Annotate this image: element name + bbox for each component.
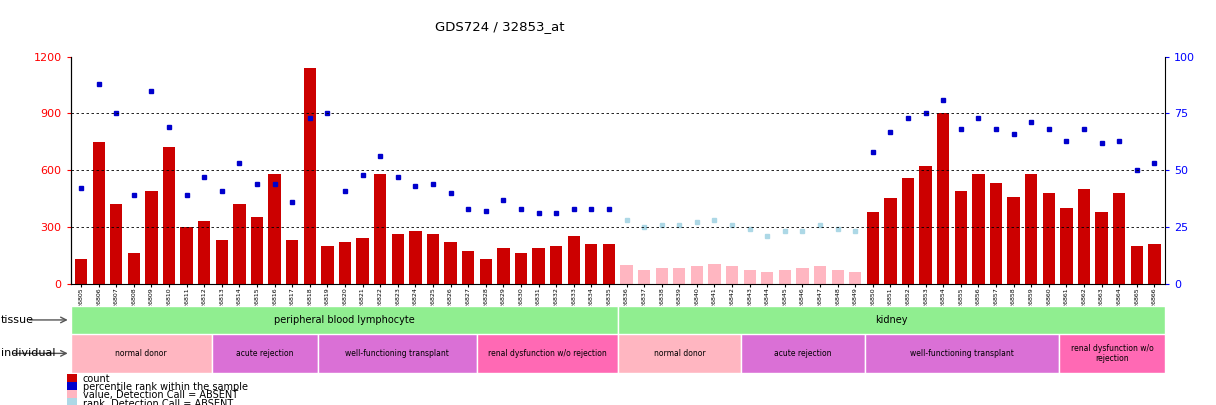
Bar xyxy=(550,246,562,284)
Bar xyxy=(71,334,212,373)
Bar xyxy=(514,253,527,284)
Bar xyxy=(849,272,861,284)
Bar xyxy=(743,270,756,283)
Bar xyxy=(180,227,193,284)
Bar xyxy=(726,266,738,284)
Bar xyxy=(638,270,651,283)
Text: count: count xyxy=(83,374,111,384)
Bar xyxy=(321,246,333,284)
Text: kidney: kidney xyxy=(876,315,907,325)
Text: well-functioning transplant: well-functioning transplant xyxy=(910,349,1014,358)
Bar xyxy=(198,221,210,284)
Bar xyxy=(585,244,597,284)
Bar xyxy=(674,269,686,283)
Text: rank, Detection Call = ABSENT: rank, Detection Call = ABSENT xyxy=(83,399,233,405)
Bar xyxy=(71,306,618,334)
Bar xyxy=(497,247,510,284)
Bar xyxy=(902,178,914,284)
Bar xyxy=(111,204,123,284)
Text: acute rejection: acute rejection xyxy=(236,349,293,358)
Bar xyxy=(618,306,1165,334)
Bar xyxy=(709,264,721,284)
Bar xyxy=(410,230,422,284)
Bar xyxy=(269,174,281,284)
Bar xyxy=(691,266,703,284)
Text: renal dysfunction w/o rejection: renal dysfunction w/o rejection xyxy=(488,349,607,358)
Bar xyxy=(867,212,879,284)
Bar xyxy=(655,269,668,283)
Bar xyxy=(67,373,77,385)
Bar xyxy=(1060,208,1073,284)
Bar xyxy=(1131,246,1143,284)
Bar xyxy=(250,217,263,284)
Bar xyxy=(304,68,316,284)
Bar xyxy=(832,270,844,283)
Bar xyxy=(427,234,439,284)
Bar xyxy=(479,259,492,284)
Bar xyxy=(618,334,742,373)
Bar xyxy=(67,382,77,393)
Bar xyxy=(955,191,967,284)
Text: peripheral blood lymphocyte: peripheral blood lymphocyte xyxy=(274,315,415,325)
Bar xyxy=(462,252,474,284)
Bar xyxy=(884,198,896,284)
Bar xyxy=(1148,244,1160,284)
Bar xyxy=(761,272,773,284)
Bar xyxy=(1042,193,1055,284)
Bar xyxy=(145,191,158,284)
Bar xyxy=(375,174,387,284)
Bar xyxy=(75,259,88,284)
Bar xyxy=(477,334,618,373)
Bar xyxy=(796,269,809,283)
Text: renal dysfunction w/o
rejection: renal dysfunction w/o rejection xyxy=(1070,344,1153,363)
Text: normal donor: normal donor xyxy=(116,349,167,358)
Bar xyxy=(990,183,1002,284)
Bar xyxy=(778,270,792,283)
Bar xyxy=(1007,196,1020,284)
Bar xyxy=(1096,212,1108,284)
Bar xyxy=(1025,174,1037,284)
Bar xyxy=(444,242,457,284)
Bar xyxy=(212,334,317,373)
Bar xyxy=(938,113,950,284)
Bar xyxy=(1059,334,1165,373)
Bar xyxy=(742,334,865,373)
Bar xyxy=(67,390,77,401)
Bar xyxy=(317,334,477,373)
Bar xyxy=(92,142,105,284)
Bar xyxy=(603,244,615,284)
Bar xyxy=(1077,189,1091,284)
Bar xyxy=(865,334,1059,373)
Bar xyxy=(356,238,368,284)
Bar xyxy=(919,166,931,284)
Bar xyxy=(233,204,246,284)
Text: acute rejection: acute rejection xyxy=(775,349,832,358)
Bar xyxy=(620,264,632,284)
Bar xyxy=(339,242,351,284)
Text: individual: individual xyxy=(1,348,56,358)
Text: tissue: tissue xyxy=(1,315,34,325)
Text: normal donor: normal donor xyxy=(654,349,705,358)
Bar xyxy=(568,236,580,284)
Bar xyxy=(814,266,826,284)
Text: GDS724 / 32853_at: GDS724 / 32853_at xyxy=(435,20,564,33)
Bar xyxy=(128,253,140,284)
Bar xyxy=(215,240,229,284)
Bar xyxy=(67,398,77,405)
Bar xyxy=(973,174,985,284)
Bar xyxy=(163,147,175,284)
Text: percentile rank within the sample: percentile rank within the sample xyxy=(83,382,248,392)
Text: well-functioning transplant: well-functioning transplant xyxy=(345,349,449,358)
Text: value, Detection Call = ABSENT: value, Detection Call = ABSENT xyxy=(83,390,238,401)
Bar xyxy=(1113,193,1125,284)
Bar xyxy=(286,240,298,284)
Bar xyxy=(533,247,545,284)
Bar xyxy=(392,234,404,284)
